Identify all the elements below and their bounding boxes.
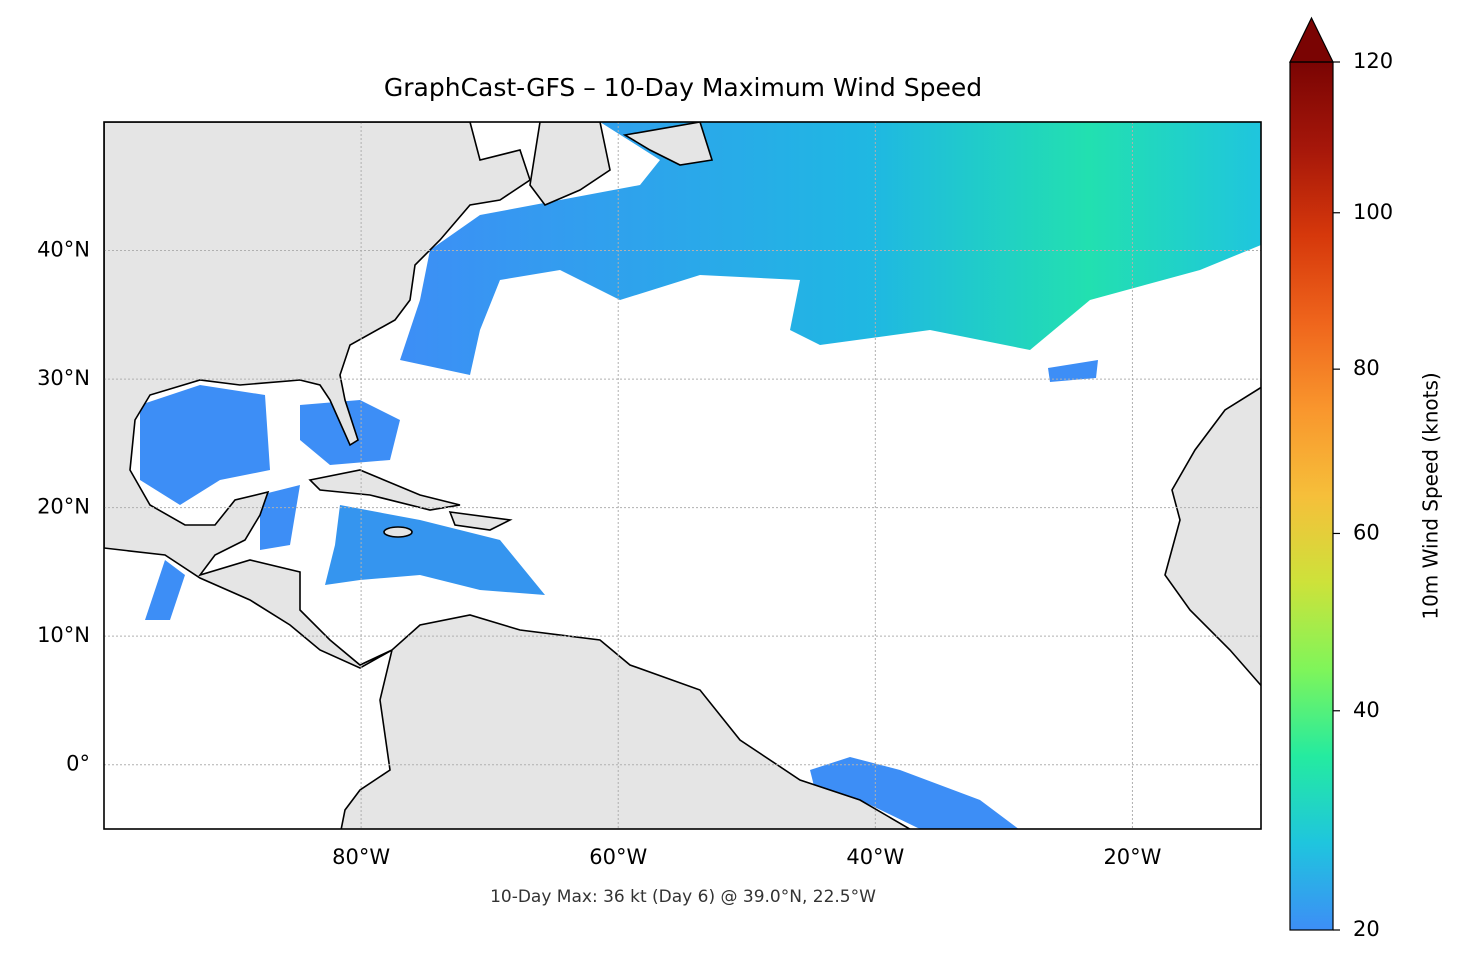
newfoundland: [622, 122, 714, 166]
x-tick-label: 40°W: [846, 845, 904, 869]
y-tick-label: 20°N: [37, 495, 90, 519]
hispaniola: [448, 511, 513, 531]
colorbar-tick-label: 120: [1353, 49, 1393, 73]
wind-area: [810, 757, 1019, 829]
jamaica: [383, 526, 413, 538]
annotation: 10-Day Max: 36 kt (Day 6) @ 39.0°N, 22.5…: [490, 887, 876, 907]
x-tick-label: 20°W: [1103, 845, 1161, 869]
colorbar-tick-label: 80: [1353, 356, 1380, 380]
map-frame: [103, 121, 1262, 830]
wind-field: [140, 122, 1261, 829]
wind-area: [325, 505, 545, 595]
colorbar-tick-label: 20: [1353, 917, 1380, 941]
y-tick-label: 0°: [66, 752, 90, 776]
wind-area: [260, 485, 300, 550]
graticule: [104, 122, 1261, 829]
africa: [1164, 386, 1261, 687]
colorbar: [1290, 62, 1333, 930]
canada-east: [529, 122, 611, 206]
colorbar-tick-label: 40: [1353, 698, 1380, 722]
wind-area: [1048, 360, 1098, 382]
x-tick-label: 60°W: [589, 845, 647, 869]
wind-area: [140, 385, 270, 505]
chart-title: GraphCast-GFS – 10-Day Maximum Wind Spee…: [384, 73, 982, 102]
wind-area: [145, 560, 185, 620]
y-tick-label: 10°N: [37, 623, 90, 647]
colorbar-extension: [1289, 16, 1334, 63]
y-tick-label: 40°N: [37, 238, 90, 262]
x-tick-label: 80°W: [332, 845, 390, 869]
colorbar-frame: [1289, 61, 1334, 931]
north-america: [104, 122, 912, 829]
colorbar-label: 10m Wind Speed (knots): [1419, 372, 1443, 619]
wind-area: [400, 122, 1261, 375]
colorbar-tick-label: 60: [1353, 520, 1380, 544]
map: [104, 122, 1261, 829]
y-tick-label: 30°N: [37, 366, 90, 390]
colorbar-tick-label: 100: [1353, 200, 1393, 224]
